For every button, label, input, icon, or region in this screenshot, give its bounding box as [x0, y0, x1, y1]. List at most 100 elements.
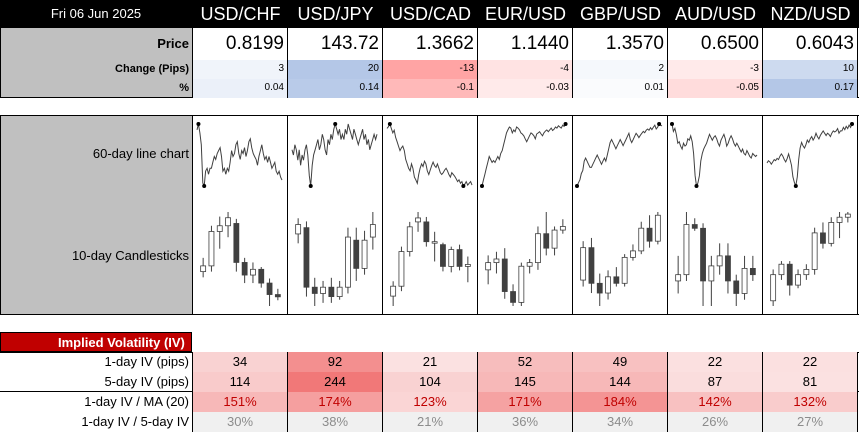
iv-title: Implied Volatility (IV)	[0, 332, 192, 352]
candle-body	[431, 241, 438, 244]
candle-body	[216, 225, 223, 232]
iv-cell-ratio: 38%	[288, 412, 383, 432]
candle-body	[336, 286, 343, 298]
line-series-USD/CHF	[196, 123, 283, 188]
candle-body	[526, 262, 533, 267]
candle-body	[493, 258, 500, 264]
candle-body	[700, 227, 706, 282]
candle-body	[596, 282, 603, 294]
line-series-USD/CAD	[386, 122, 473, 188]
price-cell: 0.6043	[763, 27, 858, 60]
candle-body	[501, 258, 508, 292]
candle-body	[303, 227, 310, 288]
iv-cell-ma20: 171%	[478, 392, 573, 412]
line-series-EUR/USD	[481, 123, 568, 187]
chart-column	[763, 115, 858, 315]
chart-column	[668, 115, 763, 315]
iv-ma-label: 1-day IV / MA (20)	[84, 394, 189, 409]
pct-label: %	[179, 82, 189, 94]
chart-column	[478, 115, 573, 315]
iv-cell-day1: 21	[383, 352, 478, 372]
change-pips-label: Change (Pips)	[115, 63, 189, 75]
iv-cell-day1: 92	[288, 352, 383, 372]
iv-ratio-label: 1-day IV / 5-day IV	[81, 414, 189, 429]
line-high-marker	[850, 122, 854, 126]
candle-body	[654, 214, 661, 242]
iv-cell-day5: 81	[763, 372, 858, 392]
price-cell: 143.72	[288, 27, 383, 60]
pair-header-nzd-usd: NZD/USD	[770, 4, 851, 24]
candle-body	[559, 226, 566, 231]
iv-cell-day5: 114	[193, 372, 288, 392]
line-high-marker	[563, 122, 568, 126]
line-high-marker	[196, 122, 201, 126]
iv-cell-ma20: 184%	[573, 392, 668, 412]
iv-cell-day5: 244	[288, 372, 383, 392]
pct-cell: 0.14	[288, 79, 383, 98]
iv-cell-ma20: 142%	[668, 392, 763, 412]
chart-table-frame	[192, 115, 859, 315]
candle-body	[770, 274, 777, 302]
candle-body	[708, 265, 715, 282]
chart-column	[573, 115, 668, 315]
candle-body	[630, 250, 636, 258]
line-low-marker	[461, 184, 466, 188]
candle-body	[274, 294, 281, 298]
candle-body	[518, 265, 525, 303]
iv-cell-ratio: 27%	[763, 412, 858, 432]
candle-body	[510, 291, 516, 303]
iv-cell-ratio: 26%	[668, 412, 763, 432]
candle-body	[398, 251, 405, 287]
change-pips-cell: -3	[668, 60, 763, 79]
line-low-marker	[480, 184, 484, 188]
line-low-marker	[694, 184, 699, 188]
candles-label: 10-day Candlesticks	[71, 248, 189, 263]
iv-cell-day1: 22	[668, 352, 763, 372]
candle-body	[320, 286, 326, 294]
candle-body	[406, 226, 413, 252]
date-label: Fri 06 Jun 2025	[50, 6, 142, 21]
candle-body	[295, 224, 302, 235]
chart-column	[288, 115, 383, 315]
change-pips-cell: -13	[383, 60, 478, 79]
iv-cell-ratio: 30%	[193, 412, 288, 432]
candle-body	[725, 255, 731, 282]
line-high-marker	[333, 122, 338, 126]
iv-cell-ratio: 34%	[573, 412, 668, 432]
price-cell: 1.3662	[383, 27, 478, 60]
iv-cell-ma20: 132%	[763, 392, 858, 412]
iv-cell-ratio: 36%	[478, 412, 573, 432]
pair-header-usd-jpy: USD/JPY	[297, 4, 374, 24]
candle-body	[803, 269, 810, 276]
iv-cell-ma20: 123%	[383, 392, 478, 412]
price-cell: 1.1440	[478, 27, 573, 60]
candle-body	[778, 263, 785, 276]
iv-cell-day1: 34	[193, 352, 288, 372]
candle-body	[836, 216, 843, 223]
candle-body	[225, 217, 231, 227]
line-high-marker	[387, 122, 392, 126]
pct-cell: 0.17	[763, 79, 858, 98]
candle-body	[440, 244, 446, 267]
candle-body	[786, 263, 793, 286]
candle-body	[675, 274, 682, 282]
candle-body	[423, 221, 430, 243]
candle-body	[646, 227, 653, 242]
price-label: Price	[157, 36, 189, 51]
pair-header-usd-chf: USD/CHF	[200, 4, 281, 24]
chart-label-block	[0, 115, 193, 315]
iv-cell-ma20: 174%	[288, 392, 383, 412]
candle-body	[535, 233, 541, 264]
candle-body	[361, 239, 368, 269]
candle-body	[691, 224, 698, 229]
line-series-USD/JPY	[291, 122, 378, 187]
pair-header-eur-usd: EUR/USD	[484, 4, 566, 24]
pair-header-aud-usd: AUD/USD	[674, 4, 756, 24]
candle-body	[485, 262, 492, 271]
iv-cell-day1: 49	[573, 352, 668, 372]
change-pips-cell: -4	[478, 60, 573, 79]
candle-body	[749, 267, 756, 276]
line-high-marker	[657, 122, 662, 126]
candle-body	[200, 265, 207, 273]
